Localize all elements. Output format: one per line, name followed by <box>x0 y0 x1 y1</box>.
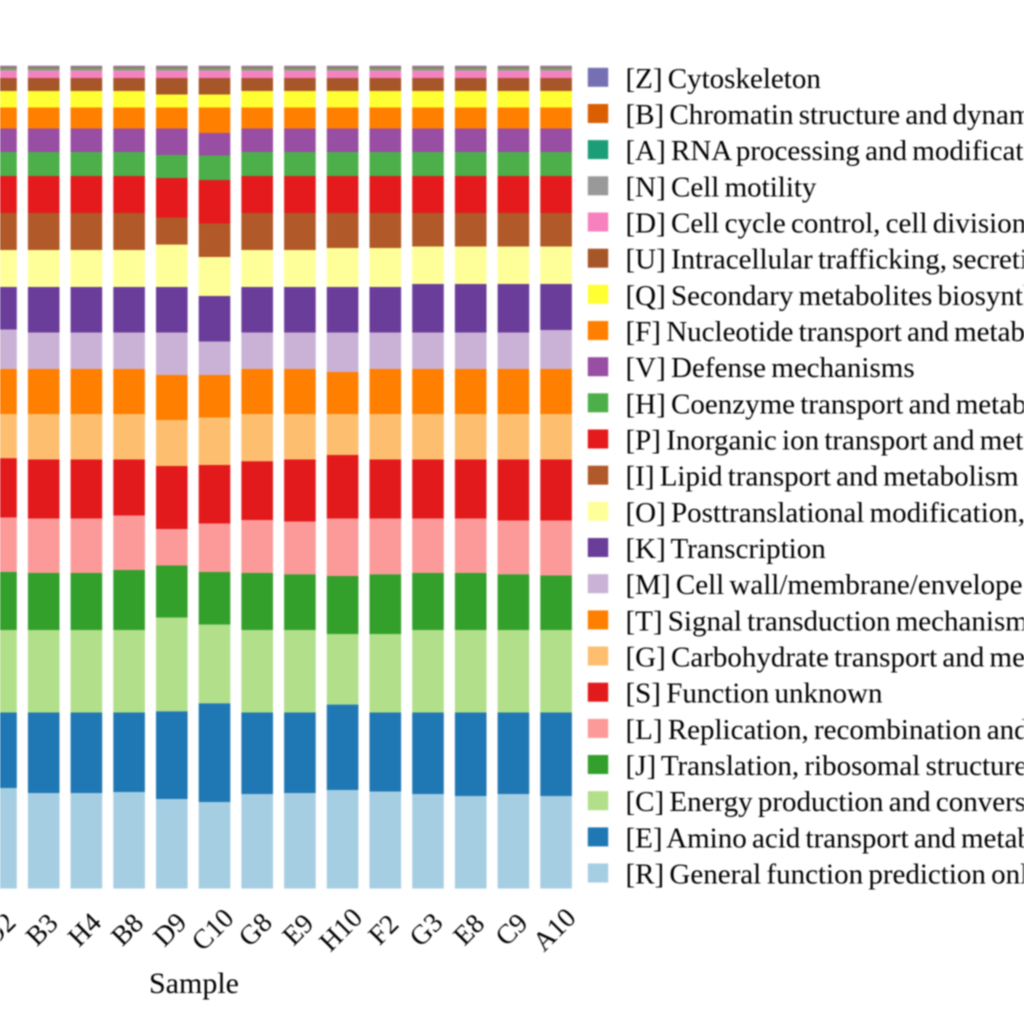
svg-text:Sample: Sample <box>149 967 239 1000</box>
svg-text:[Q] Secondary metabolites bios: [Q] Secondary metabolites biosynthesis, … <box>626 280 1024 312</box>
svg-text:[T] Signal transduction mechan: [T] Signal transduction mechanisms <box>626 605 1024 637</box>
svg-text:[P] Inorganic ion transport an: [P] Inorganic ion transport and metaboli… <box>626 425 1024 457</box>
svg-text:[F] Nucleotide transport and m: [F] Nucleotide transport and metabolism <box>626 316 1024 348</box>
svg-text:[M] Cell wall/membrane/envelop: [M] Cell wall/membrane/envelope biogenes… <box>626 569 1024 601</box>
svg-text:[J] Translation, ribosomal str: [J] Translation, ribosomal structure and… <box>626 750 1024 782</box>
svg-text:[C] Energy production and conv: [C] Energy production and conversion <box>626 786 1024 818</box>
svg-text:[D] Cell cycle control, cell d: [D] Cell cycle control, cell division, c… <box>626 208 1024 240</box>
svg-text:[V] Defense mechanisms: [V] Defense mechanisms <box>626 352 915 384</box>
svg-text:[U] Intracellular trafficking,: [U] Intracellular trafficking, secretion… <box>626 244 1024 276</box>
svg-text:[I] Lipid transport and metabo: [I] Lipid transport and metabolism <box>626 461 1020 493</box>
svg-text:[Z] Cytoskeleton: [Z] Cytoskeleton <box>626 63 822 95</box>
svg-text:[L] Replication, recombination: [L] Replication, recombination and repai… <box>626 714 1024 746</box>
svg-text:[K] Transcription: [K] Transcription <box>626 533 827 565</box>
svg-text:[G] Carbohydrate transport and: [G] Carbohydrate transport and metabolis… <box>626 642 1024 674</box>
svg-text:[E] Amino acid transport and m: [E] Amino acid transport and metabolism <box>626 822 1024 854</box>
svg-text:[A] RNA processing and modific: [A] RNA processing and modification <box>626 135 1024 167</box>
svg-text:[N] Cell motility: [N] Cell motility <box>626 171 817 203</box>
svg-text:[O] Posttranslational modifica: [O] Posttranslational modification, prot… <box>626 497 1024 529</box>
svg-text:[B] Chromatin structure and dy: [B] Chromatin structure and dynamics <box>626 99 1024 131</box>
svg-text:[S] Function unknown: [S] Function unknown <box>626 678 884 710</box>
svg-text:[H] Coenzyme transport and met: [H] Coenzyme transport and metabolism <box>626 388 1024 420</box>
svg-text:[R] General function predictio: [R] General function prediction only <box>626 859 1024 891</box>
